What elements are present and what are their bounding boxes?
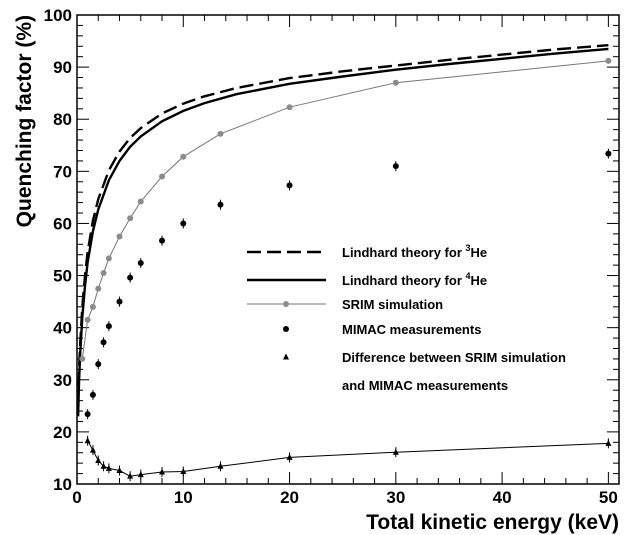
srim-point — [100, 269, 107, 276]
x-tick-label: 20 — [280, 488, 299, 507]
srim-point — [95, 285, 102, 292]
srim-point — [116, 233, 123, 240]
difference-point — [159, 468, 166, 475]
y-tick-label: 60 — [53, 214, 72, 233]
legend-label: and MIMAC measurements — [342, 378, 508, 393]
x-tick-label: 40 — [493, 488, 512, 507]
mimac-point — [116, 298, 123, 305]
legend-swatch-mimac — [283, 326, 289, 332]
difference-point — [392, 448, 399, 455]
mimac-point — [392, 163, 399, 170]
mimac-point — [137, 260, 144, 267]
y-tick-label: 20 — [53, 423, 72, 442]
legend-swatch-srim-marker — [283, 301, 289, 307]
mimac-point — [217, 201, 224, 208]
difference-point — [100, 462, 107, 469]
x-tick-label: 50 — [599, 488, 618, 507]
y-tick-label: 90 — [53, 58, 72, 77]
x-tick-label: 0 — [72, 488, 81, 507]
mimac-point — [159, 237, 166, 244]
legend-label: Lindhard theory for 4He — [342, 271, 487, 288]
difference-point — [180, 467, 187, 474]
srim-point — [605, 57, 612, 64]
x-tick-label: 10 — [174, 488, 193, 507]
series-line-lindhard-3he — [77, 44, 609, 406]
plot-area — [76, 14, 620, 485]
legend-label: Difference between SRIM simulation — [342, 350, 566, 365]
srim-point — [89, 303, 96, 310]
mimac-point — [100, 339, 107, 346]
mimac-point — [180, 220, 187, 227]
mimac-point — [127, 274, 134, 281]
mimac-point — [605, 150, 612, 157]
y-tick-label: 30 — [53, 371, 72, 390]
series-layer — [77, 44, 612, 482]
y-tick-label: 40 — [53, 319, 72, 338]
legend-swatch-difference — [283, 353, 289, 360]
mimac-point — [105, 323, 112, 330]
srim-point — [392, 79, 399, 86]
srim-point — [79, 355, 86, 362]
mimac-point — [286, 182, 293, 189]
difference-point — [217, 462, 224, 469]
difference-point — [137, 471, 144, 478]
x-axis-title: Total kinetic energy (keV) — [366, 511, 619, 534]
legend-label: Lindhard theory for 3He — [342, 243, 487, 260]
y-tick-label: 70 — [53, 162, 72, 181]
legend-label: MIMAC measurements — [342, 322, 481, 337]
srim-point — [127, 215, 134, 222]
difference-point — [127, 472, 134, 479]
mimac-point — [89, 391, 96, 398]
y-tick-label: 80 — [53, 110, 72, 129]
srim-point — [217, 130, 224, 137]
difference-point — [286, 453, 293, 460]
difference-point — [116, 466, 123, 473]
y-tick-label: 50 — [53, 267, 72, 286]
difference-point — [95, 457, 102, 464]
y-tick-label: 10 — [53, 475, 72, 494]
srim-point — [159, 173, 166, 180]
y-axis-title: Quenching factor (%) — [13, 15, 36, 227]
srim-point — [84, 316, 91, 323]
difference-point — [605, 439, 612, 446]
srim-point — [137, 198, 144, 205]
y-tick-label: 100 — [44, 6, 72, 25]
legend-label: SRIM simulation — [342, 297, 443, 312]
difference-point — [89, 446, 96, 453]
mimac-point — [84, 411, 91, 418]
srim-point — [286, 104, 293, 111]
difference-point — [84, 437, 91, 444]
srim-point — [180, 153, 187, 160]
srim-point — [105, 255, 112, 262]
difference-point — [105, 464, 112, 471]
series-line-lindhard-4he — [77, 47, 609, 417]
legend: Lindhard theory for 3He Lindhard theory f… — [247, 243, 566, 393]
x-tick-label: 30 — [386, 488, 405, 507]
mimac-point — [95, 361, 102, 368]
